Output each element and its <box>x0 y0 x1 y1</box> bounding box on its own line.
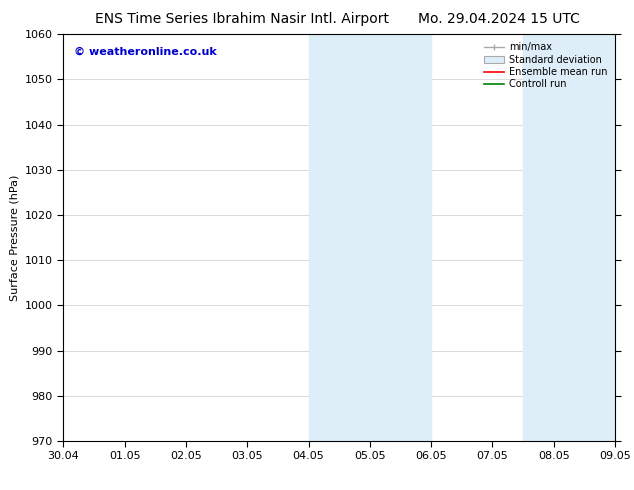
Text: © weatheronline.co.uk: © weatheronline.co.uk <box>74 47 217 56</box>
Legend: min/max, Standard deviation, Ensemble mean run, Controll run: min/max, Standard deviation, Ensemble me… <box>481 39 610 92</box>
Y-axis label: Surface Pressure (hPa): Surface Pressure (hPa) <box>10 174 19 301</box>
Bar <box>309 34 431 441</box>
Text: Mo. 29.04.2024 15 UTC: Mo. 29.04.2024 15 UTC <box>418 12 580 26</box>
Text: ENS Time Series Ibrahim Nasir Intl. Airport: ENS Time Series Ibrahim Nasir Intl. Airp… <box>95 12 389 26</box>
Bar <box>523 34 615 441</box>
